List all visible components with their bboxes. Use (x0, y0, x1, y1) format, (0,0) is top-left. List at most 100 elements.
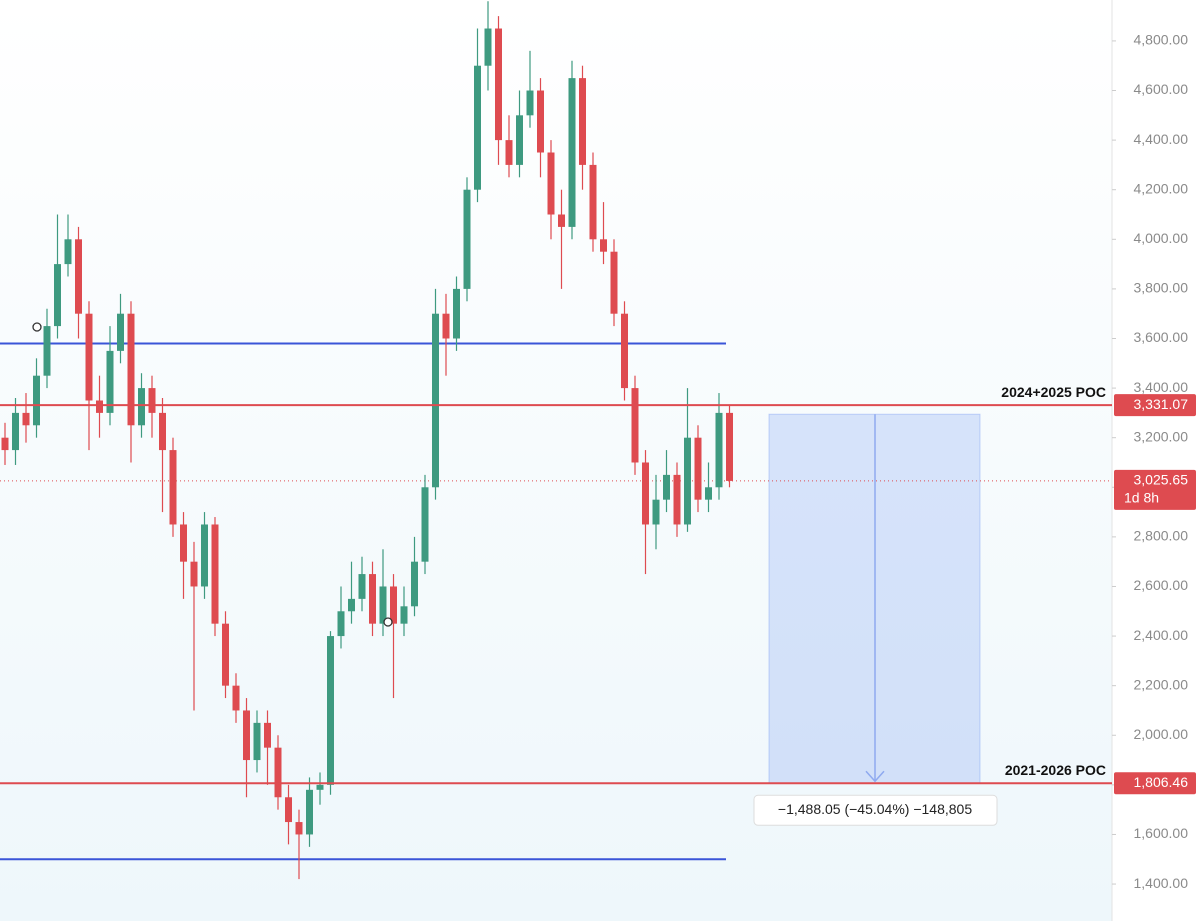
candle-body (169, 450, 177, 525)
y-tick-label: 3,400.00 (1134, 379, 1189, 395)
candle-body (180, 524, 187, 562)
candle-body (379, 586, 387, 624)
plot-background (0, 0, 1112, 921)
price-axis-background (1112, 0, 1200, 921)
y-tick-label: 3,600.00 (1134, 329, 1189, 345)
poc-title: 2021-2026 POC (1005, 762, 1106, 778)
candle-body (54, 264, 61, 327)
candle-body (306, 789, 313, 835)
candle-body (1, 437, 9, 451)
candle-body (558, 214, 565, 227)
candle-body (159, 412, 166, 451)
candle-body (64, 239, 72, 265)
candle-body (484, 28, 492, 66)
candle-body (726, 412, 733, 481)
event-marker[interactable] (383, 617, 393, 627)
candle-body (75, 239, 82, 314)
candle-body (600, 239, 607, 252)
measure-label-box (753, 794, 998, 826)
candle-body (610, 251, 618, 314)
y-tick-label: 3,800.00 (1134, 280, 1189, 296)
candle-body (495, 28, 502, 141)
y-tick-label: 4,400.00 (1134, 131, 1189, 147)
y-tick-label: 2,600.00 (1134, 577, 1189, 593)
y-tick-label: 2,400.00 (1134, 627, 1189, 643)
candle-body (390, 586, 397, 624)
candle-body (148, 388, 156, 413)
y-tick-label: 3,200.00 (1134, 428, 1189, 444)
candle-body (358, 574, 366, 599)
candle-body (694, 437, 702, 500)
candle-body (432, 313, 439, 488)
y-tick-label: 1,400.00 (1134, 875, 1189, 891)
y-tick-label: 4,800.00 (1134, 32, 1189, 48)
price-tag (1114, 772, 1196, 795)
price-tag-label: 1,806.46 (1134, 774, 1189, 790)
current-price-tag (1114, 469, 1196, 510)
candle-body (505, 140, 513, 165)
candle-body (411, 561, 418, 607)
candle-body (526, 90, 534, 116)
price-tag-label: 3,331.07 (1134, 396, 1189, 412)
measure-arrowhead (865, 770, 885, 783)
candle-body (190, 561, 198, 587)
candle-body (12, 412, 19, 451)
candle-body (85, 313, 93, 401)
measure-label: −1,488.05 (−45.04%) −148,805 (778, 801, 972, 817)
y-tick-label: 2,200.00 (1134, 676, 1189, 692)
candle-body (316, 784, 324, 790)
candle-body (264, 722, 271, 748)
candle-body (715, 412, 723, 488)
candle-body (253, 722, 261, 761)
y-tick-label: 4,200.00 (1134, 180, 1189, 196)
candle-body (232, 685, 240, 711)
candle-body (211, 524, 219, 624)
candle-body (579, 78, 586, 165)
price-tag (1114, 394, 1196, 417)
candle-body (43, 326, 51, 376)
candle-body (33, 375, 40, 426)
candle-body (673, 474, 681, 525)
candle-body (337, 611, 345, 637)
candle-body (547, 152, 555, 215)
candle-body (348, 598, 355, 612)
candle-body (127, 313, 135, 426)
candle-body (568, 78, 576, 227)
y-tick-label: 4,000.00 (1134, 230, 1189, 246)
poc-title: 2024+2025 POC (1001, 384, 1106, 400)
candle-body (537, 90, 544, 153)
current-price-label: 3,025.65 (1134, 472, 1189, 488)
candle-body (369, 574, 376, 624)
candle-body (442, 313, 450, 339)
y-tick-label: 2,000.00 (1134, 726, 1189, 742)
candle-body (117, 313, 124, 351)
event-marker[interactable] (32, 322, 42, 332)
candle-body (631, 388, 639, 463)
y-tick-label: 1,600.00 (1134, 825, 1189, 841)
candle-body (274, 747, 282, 798)
candle-body (421, 487, 429, 562)
candle-body (22, 412, 30, 426)
candle-body (589, 164, 597, 240)
candle-body (652, 499, 660, 525)
candle-body (138, 388, 145, 426)
candle-body (684, 437, 691, 525)
candle-body (400, 606, 408, 624)
candle-body (285, 797, 292, 823)
candle-body (474, 65, 481, 190)
countdown-label: 1d 8h (1124, 490, 1159, 506)
candle-body (642, 462, 649, 525)
candle-body (463, 189, 471, 289)
y-tick-label: 2,800.00 (1134, 528, 1189, 544)
candle-body (327, 636, 334, 785)
candle-body (705, 487, 712, 500)
candle-body (516, 115, 523, 165)
candle-body (222, 623, 229, 686)
candle-body (96, 400, 103, 413)
candle-body (201, 524, 208, 587)
candle-body (295, 822, 303, 835)
candle-body (106, 350, 114, 413)
candle-body (243, 710, 250, 761)
y-tick-label: 4,600.00 (1134, 81, 1189, 97)
